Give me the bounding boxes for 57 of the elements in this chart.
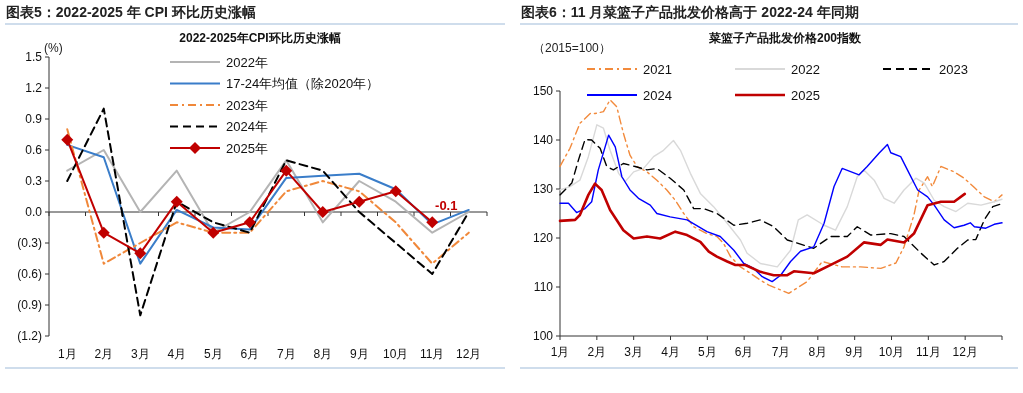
y-axis-title: (%) (44, 41, 63, 55)
legend-label: 2023 (939, 61, 968, 77)
y-tick-label: 1.2 (25, 81, 43, 96)
y-tick-label: 110 (533, 280, 554, 295)
y-tick-label: 1.5 (25, 50, 43, 65)
legend-label: 2025 (791, 87, 820, 103)
legend-label: 2025年 (226, 140, 268, 156)
chart-title: 图表5：2022-2025 年 CPI 环比历史涨幅 (6, 4, 256, 20)
chart-subtitle: 2022-2025年CPI环比历史涨幅 (179, 31, 341, 45)
y-tick-label: 130 (532, 182, 554, 197)
y-tick-label: (0.3) (17, 236, 42, 251)
x-tick-label: 8月 (808, 345, 828, 359)
x-tick-label: 8月 (313, 347, 333, 361)
chart-title: 图表6：11 月菜篮子产品批发价格高于 2022-24 年同期 (521, 4, 859, 20)
y-tick-label: 140 (532, 133, 554, 148)
x-tick-label: 3月 (624, 345, 644, 359)
x-tick-label: 10月 (383, 347, 409, 361)
x-tick-label: 6月 (734, 345, 754, 359)
x-tick-label: 4月 (661, 345, 680, 359)
x-tick-label: 7月 (771, 345, 791, 359)
y-tick-label: 100 (532, 329, 554, 344)
data-label: -0.1 (435, 198, 458, 214)
y-tick-label: (1.2) (17, 329, 42, 344)
chart-subtitle: 菜篮子产品批发价格200指数 (707, 31, 863, 45)
x-tick-label: 5月 (203, 347, 223, 361)
y-axis-title: （2015=100） (533, 41, 611, 55)
x-tick-label: 10月 (878, 345, 905, 359)
x-tick-label: 2月 (94, 347, 114, 361)
y-tick-label: 150 (532, 84, 554, 99)
x-tick-label: 3月 (130, 347, 150, 361)
x-tick-label: 11月 (916, 345, 941, 359)
x-tick-label: 12月 (952, 345, 978, 359)
y-tick-label: (0.6) (17, 267, 42, 282)
y-tick-label: (0.9) (17, 298, 42, 313)
x-tick-label: 2月 (587, 345, 607, 359)
x-tick-label: 7月 (276, 347, 296, 361)
x-tick-label: 1月 (57, 347, 77, 361)
legend-label: 2024 (643, 87, 672, 103)
x-tick-label: 1月 (550, 345, 570, 359)
x-tick-label: 6月 (240, 347, 260, 361)
y-tick-label: 120 (532, 231, 554, 246)
y-tick-label: 0.3 (25, 174, 43, 189)
legend-label: 2024年 (226, 119, 268, 135)
x-tick-label: 11月 (420, 347, 445, 361)
y-tick-label: 0.6 (25, 143, 43, 158)
y-tick-label: 0.9 (25, 112, 43, 127)
legend-label: 2021 (643, 61, 672, 77)
legend-label: 17-24年均值（除2020年） (226, 76, 380, 92)
x-tick-label: 5月 (697, 345, 717, 359)
x-tick-label: 9月 (845, 345, 865, 359)
legend-label: 2022年 (226, 54, 268, 70)
x-tick-label: 12月 (456, 347, 482, 361)
y-tick-label: 0.0 (25, 205, 43, 220)
x-tick-label: 9月 (349, 347, 369, 361)
legend-label: 2022 (791, 61, 820, 77)
x-tick-label: 4月 (167, 347, 187, 361)
legend-label: 2023年 (226, 97, 268, 113)
